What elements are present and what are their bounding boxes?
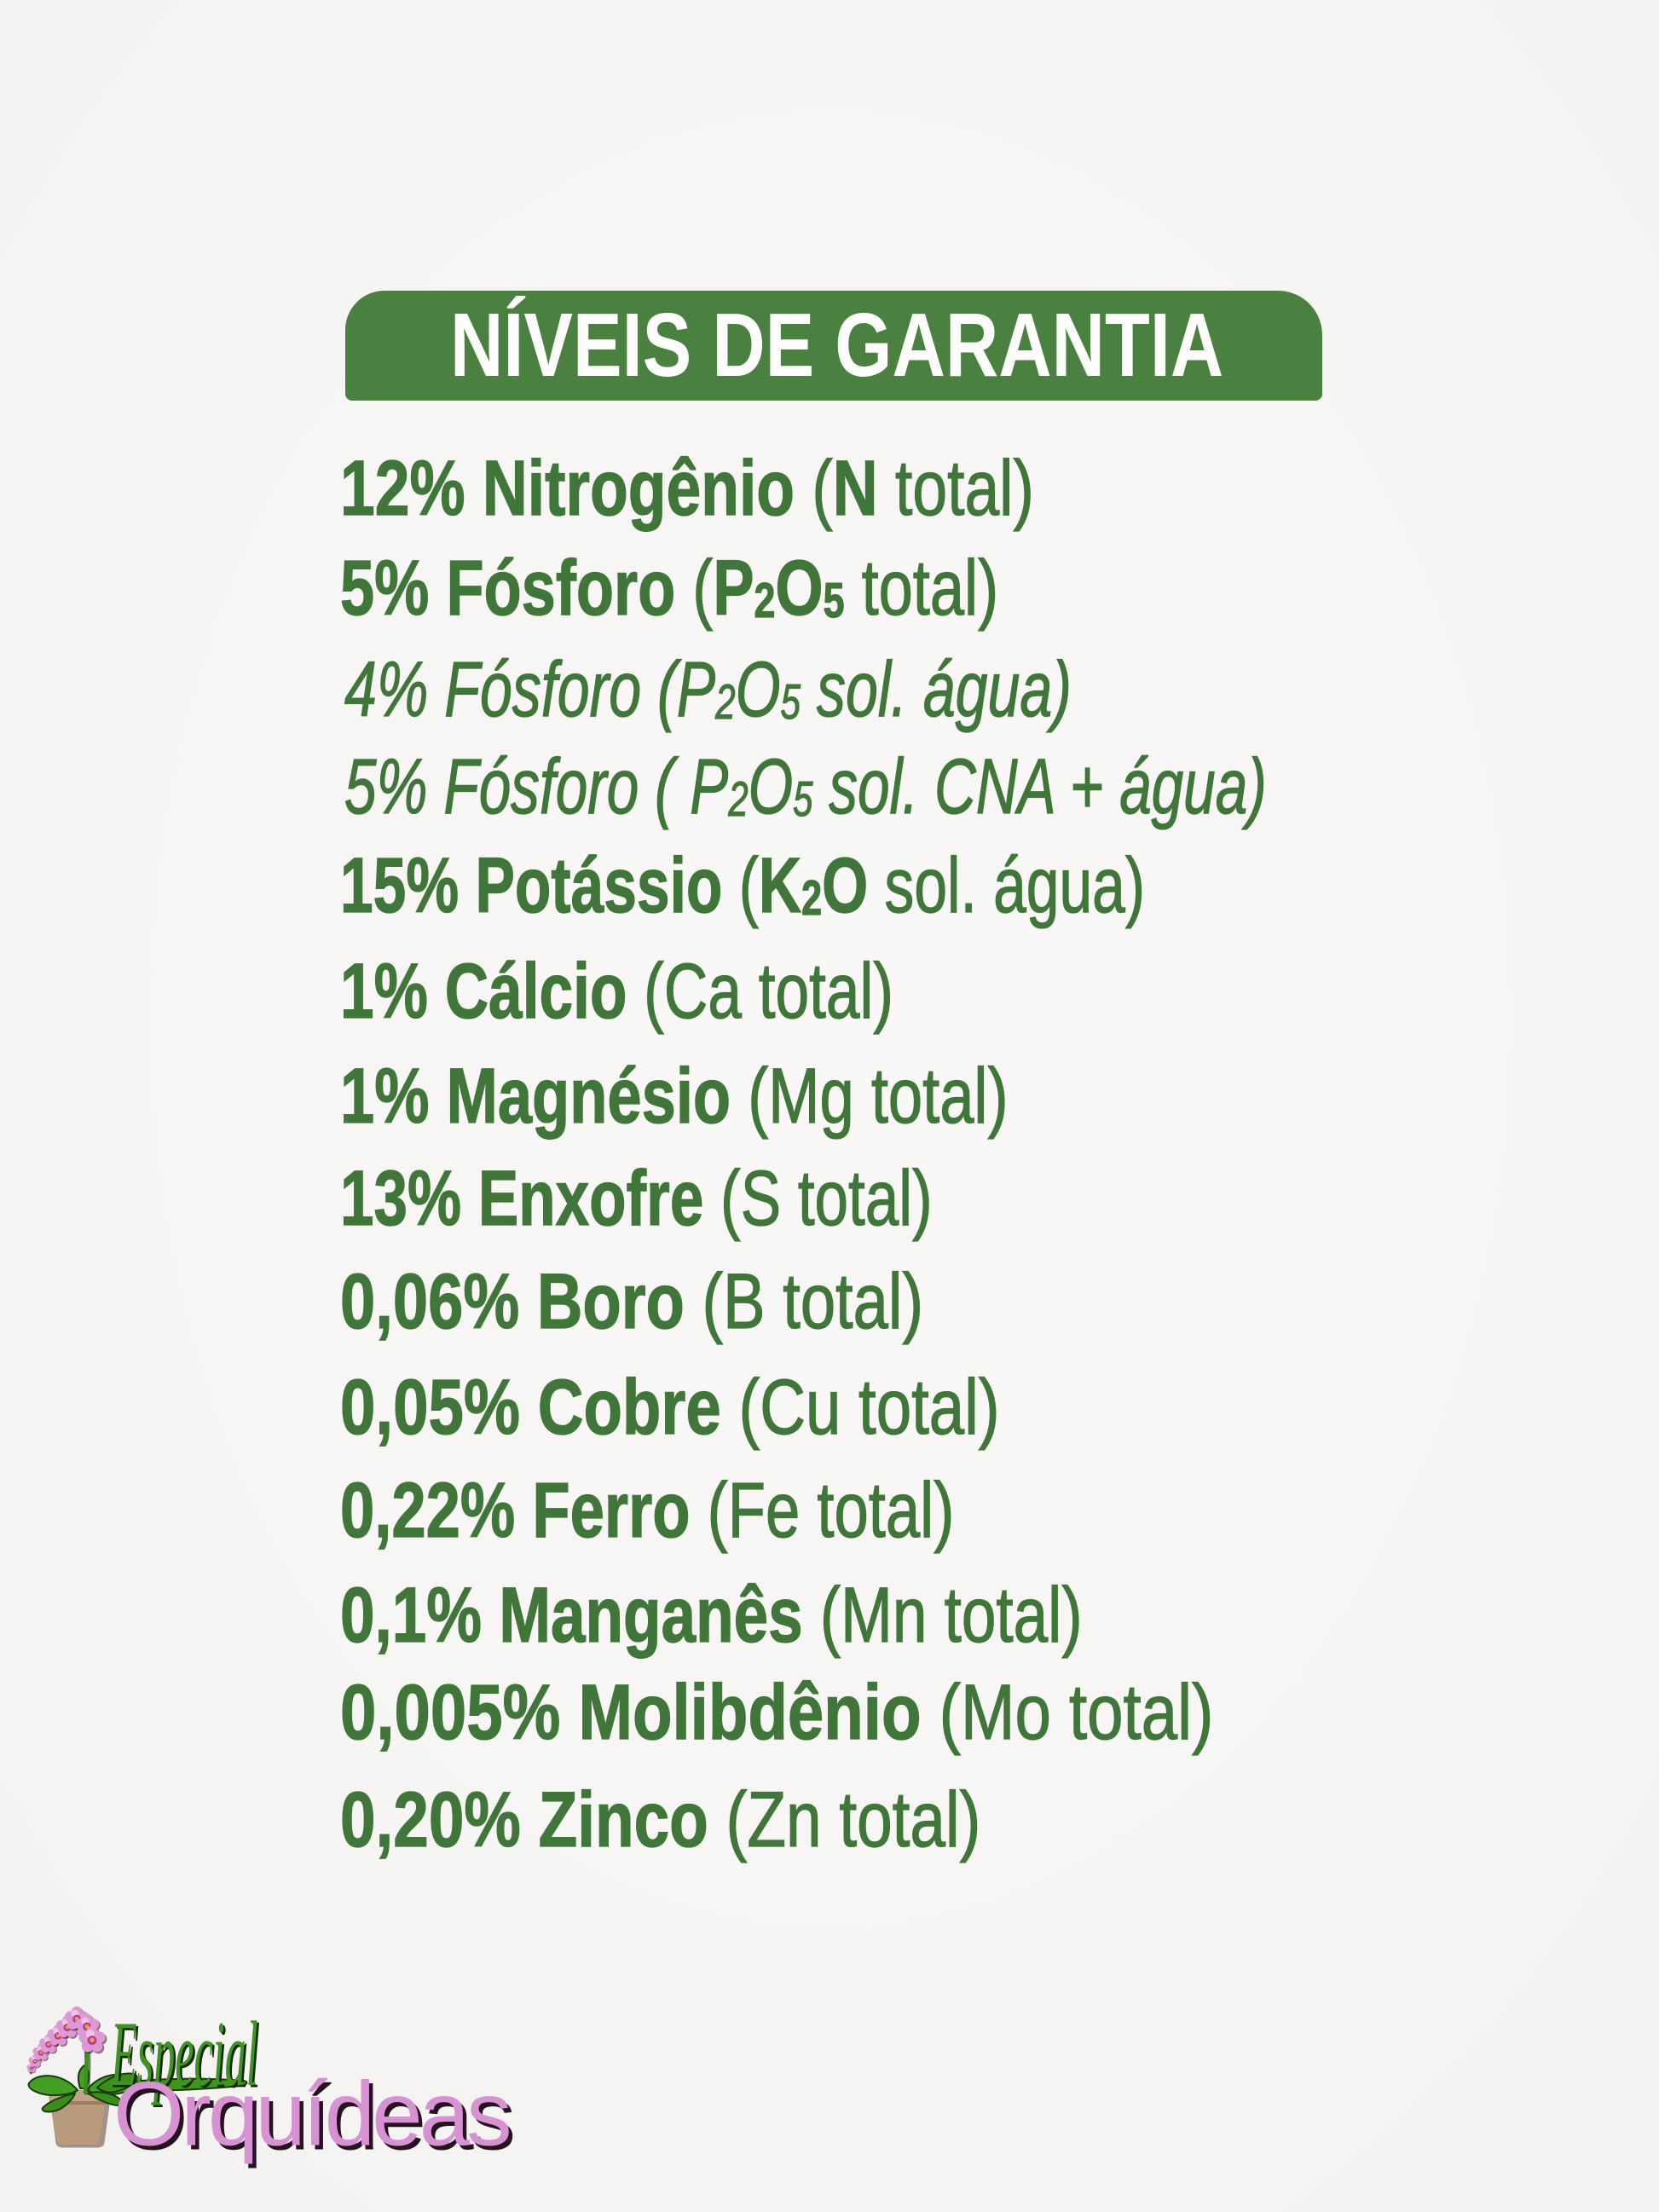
svg-text:Especial: Especial [110, 2003, 257, 2106]
svg-text:Orquídeas: Orquídeas [118, 2067, 513, 2169]
svg-text:Orquídeas: Orquídeas [113, 2063, 509, 2165]
svg-text:Especial: Especial [113, 2005, 260, 2108]
